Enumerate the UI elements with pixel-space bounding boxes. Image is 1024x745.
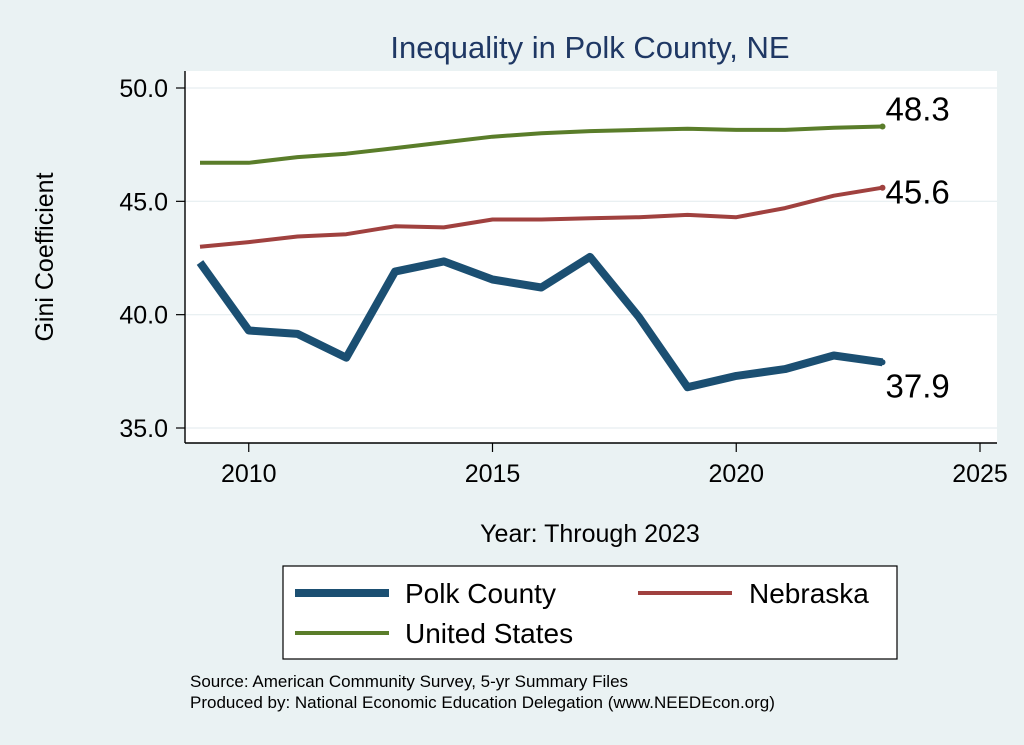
end-label-polk-county: 37.9 — [886, 367, 950, 404]
end-label-nebraska: 45.6 — [886, 174, 950, 211]
x-tick-label: 2015 — [465, 460, 521, 488]
end-labels: 37.9 45.6 48.3 — [886, 91, 950, 405]
y-tick-label: 35.0 — [119, 415, 168, 443]
chart-title: Inequality in Polk County, NE — [390, 30, 789, 65]
legend: Polk County Nebraska United States — [282, 565, 898, 660]
series-endpoint-united-states — [879, 123, 886, 130]
y-tick-label: 40.0 — [119, 302, 168, 330]
x-tick-label: 2010 — [221, 460, 277, 488]
legend-label-polk-county: Polk County — [405, 578, 556, 609]
legend-label-nebraska: Nebraska — [749, 578, 869, 609]
series-endpoint-nebraska — [879, 184, 886, 191]
end-label-united-states: 48.3 — [886, 91, 950, 128]
y-tick-label: 45.0 — [119, 188, 168, 216]
y-tick-label: 50.0 — [119, 75, 168, 103]
series-endpoint-polk-county — [879, 359, 886, 366]
series-line-polk-county — [196, 252, 884, 392]
x-axis-label: Year: Through 2023 — [480, 520, 700, 548]
source-line-2: Produced by: National Economic Education… — [190, 693, 775, 712]
source-line-1: Source: American Community Survey, 5-yr … — [190, 672, 628, 691]
gridlines — [185, 87, 997, 429]
series-layer — [196, 123, 886, 392]
axes: 35.0 40.0 45.0 50.0 2010 2015 2020 2025 — [119, 71, 1008, 488]
y-axis-label: Gini Coefficient — [31, 172, 59, 341]
series-line-nebraska — [199, 185, 883, 249]
x-tick-label: 2020 — [708, 460, 764, 488]
x-tick-label: 2025 — [952, 460, 1008, 488]
legend-label-united-states: United States — [405, 618, 573, 649]
legend-box — [282, 565, 898, 660]
series-line-united-states — [200, 124, 883, 165]
